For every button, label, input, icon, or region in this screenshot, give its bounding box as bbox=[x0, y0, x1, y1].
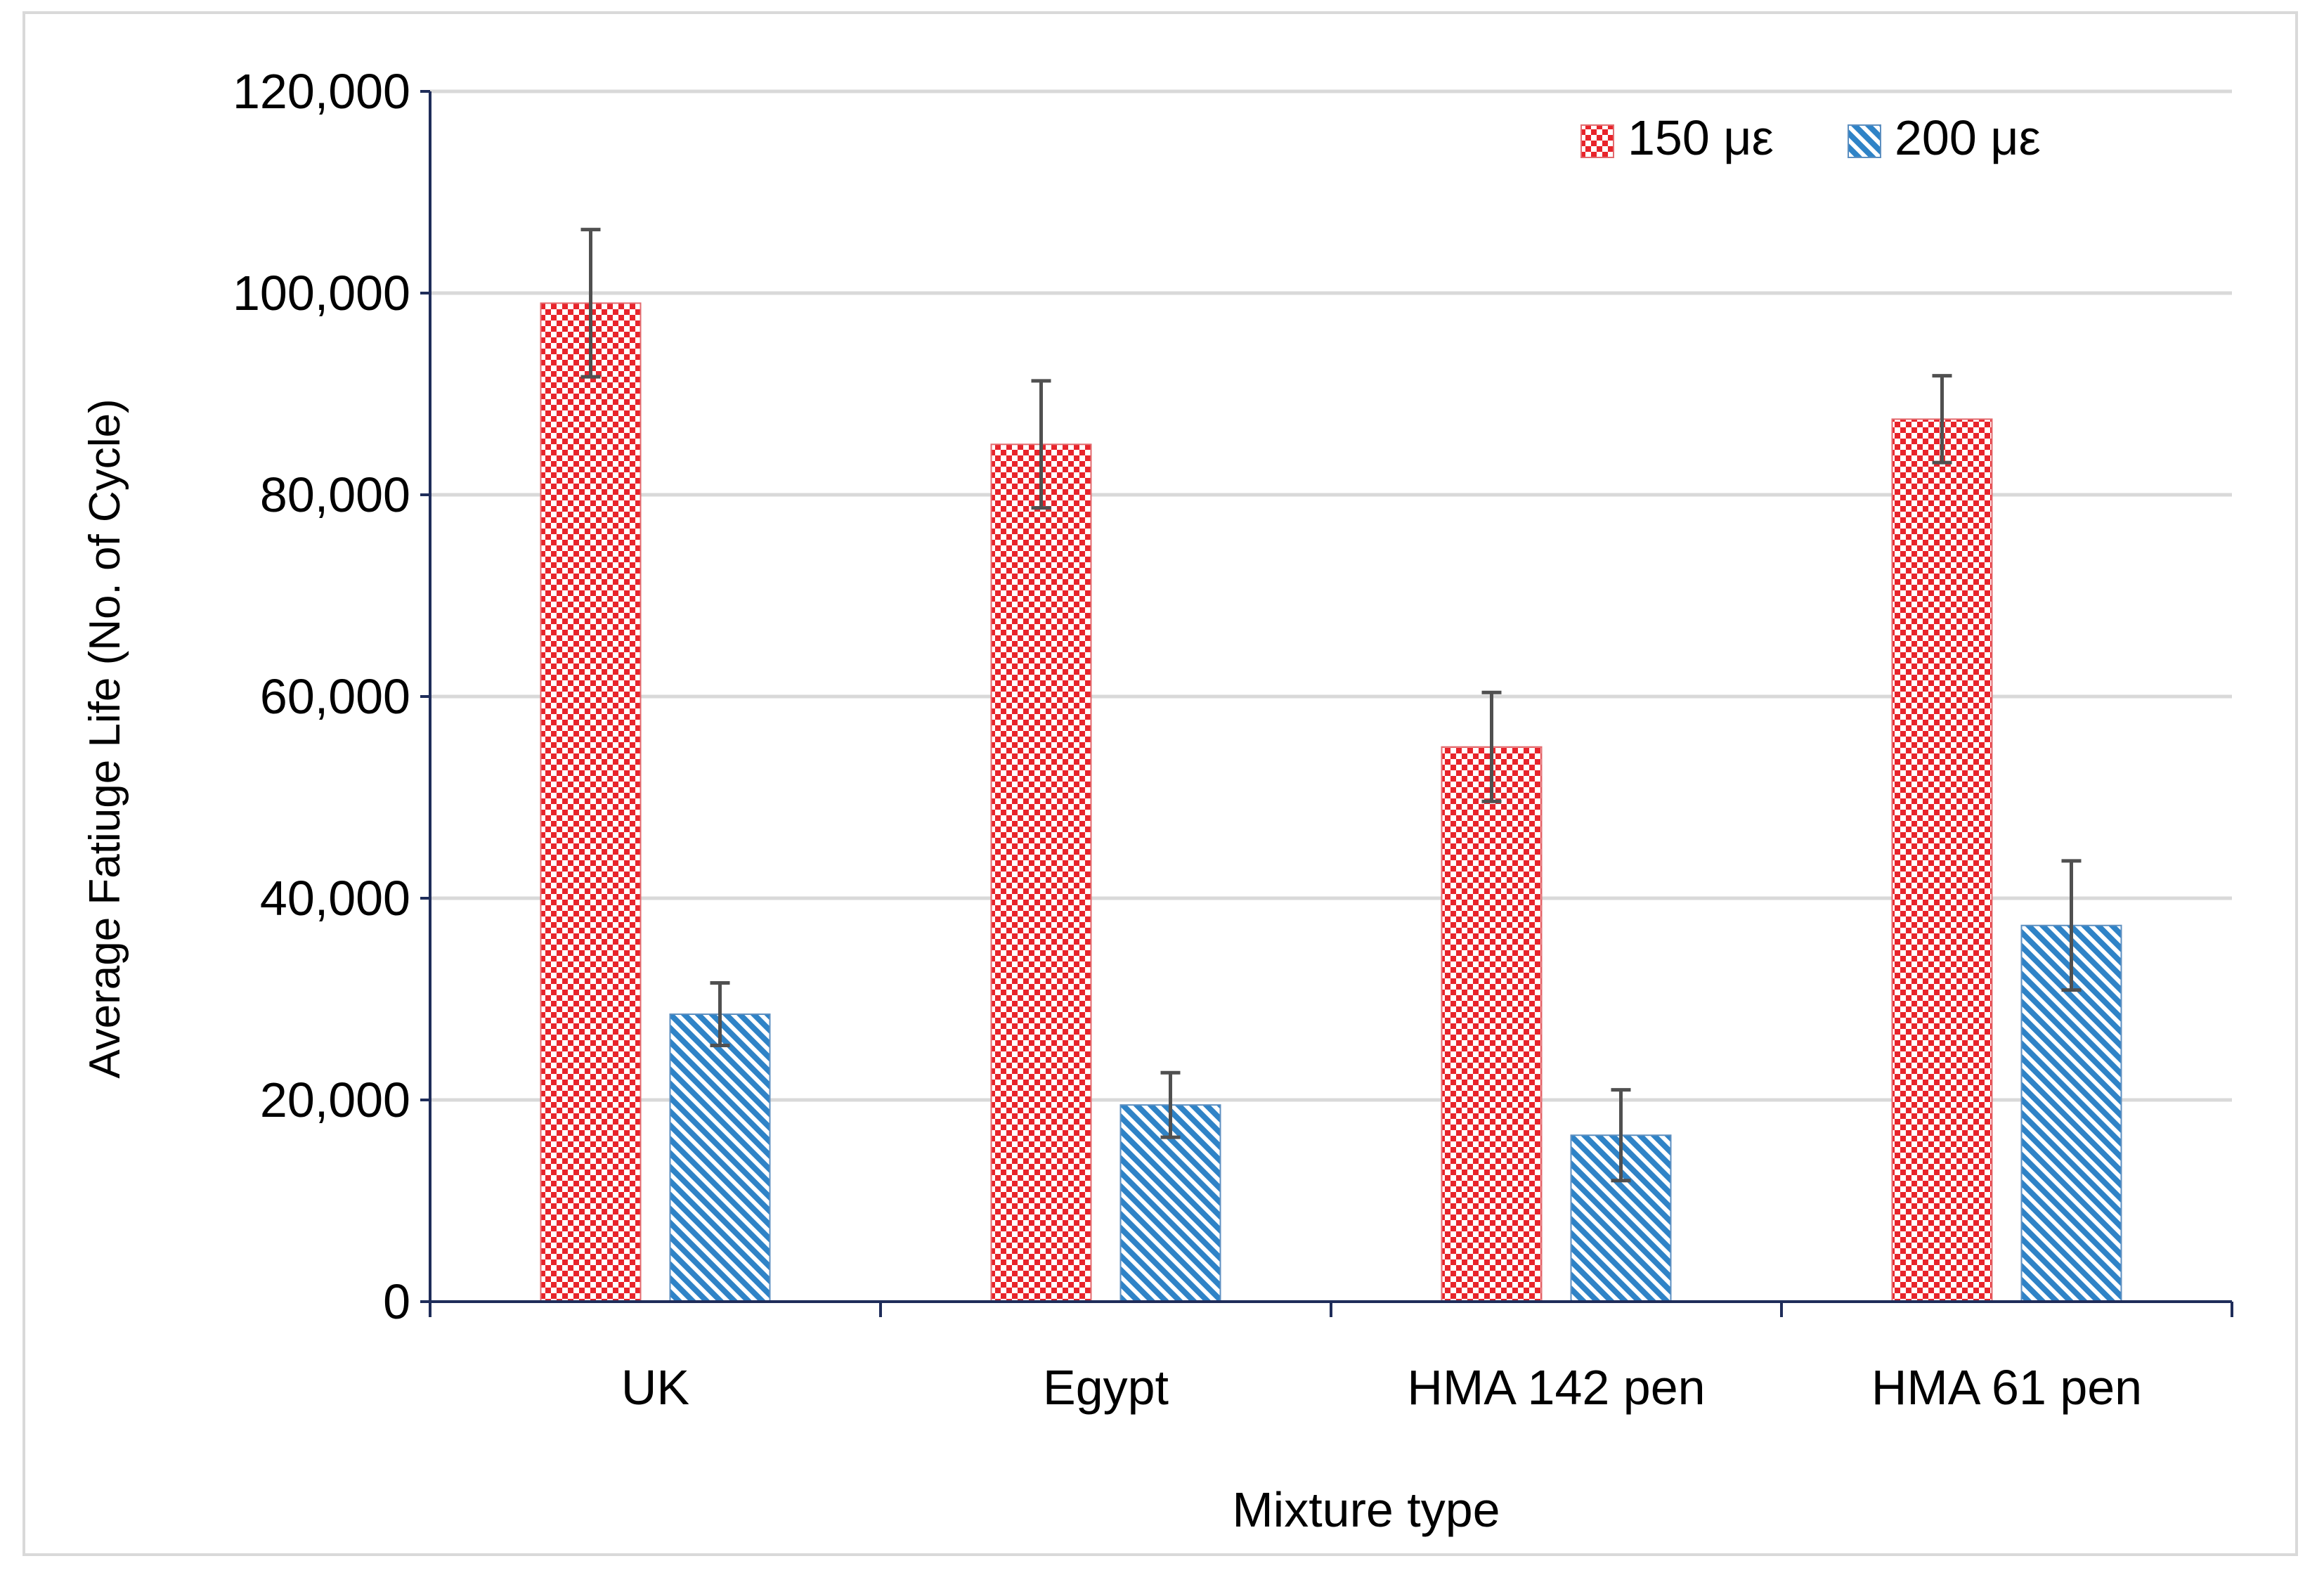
legend-swatch-150 bbox=[1580, 124, 1614, 158]
x-tick-label: UK bbox=[621, 1360, 689, 1415]
y-tick-label: 60,000 bbox=[260, 669, 410, 724]
legend: 150 με 200 με bbox=[1580, 110, 2041, 165]
x-tick-label: Egypt bbox=[1043, 1360, 1169, 1415]
y-tick-label: 20,000 bbox=[260, 1073, 410, 1127]
bar-200-uk bbox=[669, 1013, 771, 1303]
y-tick-label: 40,000 bbox=[260, 871, 410, 926]
bar-150-egypt bbox=[990, 443, 1092, 1302]
x-tick-label: HMA 142 pen bbox=[1407, 1360, 1705, 1415]
axes bbox=[420, 90, 2233, 1317]
y-tick-label: 80,000 bbox=[260, 467, 410, 522]
axis-labels: 0 20,000 40,000 60,000 80,000 100,000 120,000 U… bbox=[81, 64, 2142, 1537]
bar-150-hma-61-pen bbox=[1891, 418, 1993, 1302]
x-tick-label: HMA 61 pen bbox=[1871, 1360, 2142, 1415]
legend-swatch-200 bbox=[1848, 124, 1881, 158]
y-tick-label: 100,000 bbox=[233, 266, 410, 320]
bars bbox=[540, 302, 2122, 1303]
x-axis-title: Mixture type bbox=[1232, 1482, 1500, 1537]
legend-label-200: 200 με bbox=[1895, 110, 2041, 165]
error-bars bbox=[580, 228, 2082, 1183]
y-tick-label: 120,000 bbox=[233, 64, 410, 119]
y-axis-title: Average Fatiuge Life (No. of Cycle) bbox=[81, 399, 129, 1078]
legend-label-150: 150 με bbox=[1628, 110, 1774, 165]
bar-150-uk bbox=[540, 302, 642, 1303]
bar-150-hma-142-pen bbox=[1441, 746, 1543, 1302]
y-tick-label: 0 bbox=[383, 1274, 410, 1329]
